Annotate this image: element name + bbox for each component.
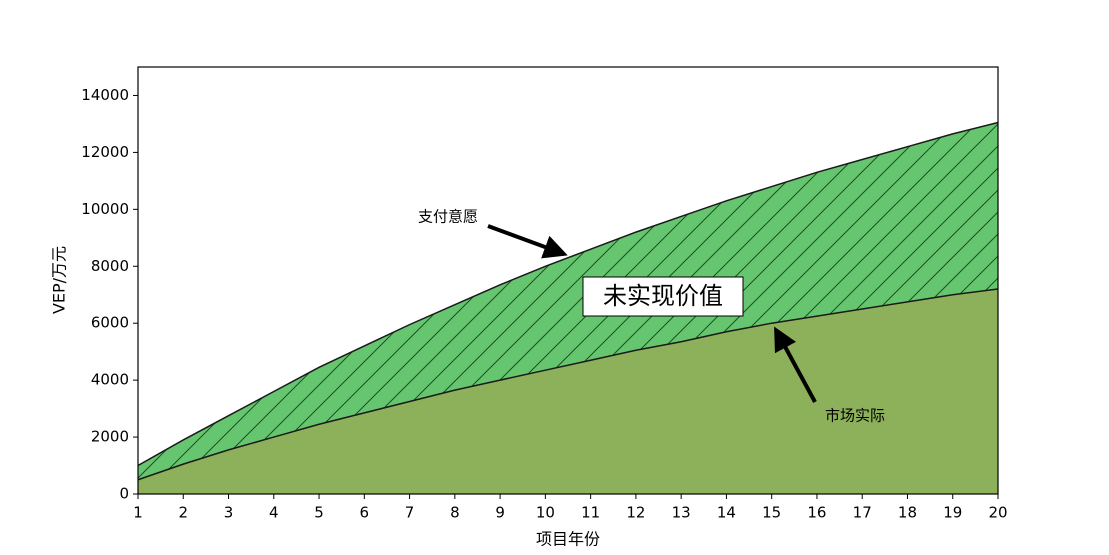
plot-frame xyxy=(137,66,999,495)
x-tick-label: 2 xyxy=(178,504,188,522)
annotation-arrow xyxy=(487,224,568,259)
x-tick-label: 6 xyxy=(360,504,370,522)
y-tick-label: 6000 xyxy=(91,314,129,332)
x-tick-label: 7 xyxy=(405,504,415,522)
line xyxy=(137,288,999,481)
x-tick-label: 12 xyxy=(626,504,645,522)
line xyxy=(137,121,999,467)
x-tick-label: 16 xyxy=(807,504,826,522)
y-tick-label: 10000 xyxy=(81,200,129,218)
y-tick-label: 8000 xyxy=(91,257,129,275)
x-tick-label: 15 xyxy=(762,504,781,522)
x-tick-label: 9 xyxy=(495,504,505,522)
x-tick-label: 17 xyxy=(853,504,872,522)
y-axis-label: VEP/万元 xyxy=(50,246,69,314)
annotation: 支付意愿 xyxy=(418,208,478,226)
x-tick-label: 8 xyxy=(450,504,460,522)
x-tick-label: 20 xyxy=(988,504,1007,522)
y-tick-label: 4000 xyxy=(91,371,129,389)
x-tick-label: 3 xyxy=(224,504,234,522)
x-tick-label: 5 xyxy=(314,504,324,522)
x-tick-label: 14 xyxy=(717,504,736,522)
annotation: 市场实际 xyxy=(825,407,885,425)
x-axis-label: 项目年份 xyxy=(536,530,600,549)
annotation-arrow xyxy=(774,326,817,403)
y-tick-label: 12000 xyxy=(81,143,129,161)
y-tick-label: 14000 xyxy=(81,86,129,104)
x-tick-label: 19 xyxy=(943,504,962,522)
y-tick-label: 0 xyxy=(119,485,129,503)
x-tick-label: 11 xyxy=(581,504,600,522)
y-tick-label: 2000 xyxy=(91,428,129,446)
x-tick-label: 13 xyxy=(672,504,691,522)
x-tick-label: 10 xyxy=(536,504,555,522)
x-tick-label: 18 xyxy=(898,504,917,522)
band-label: 未实现价值 xyxy=(603,282,723,310)
x-tick-label: 1 xyxy=(133,504,143,522)
band-label-box xyxy=(582,276,744,317)
x-tick-label: 4 xyxy=(269,504,279,522)
